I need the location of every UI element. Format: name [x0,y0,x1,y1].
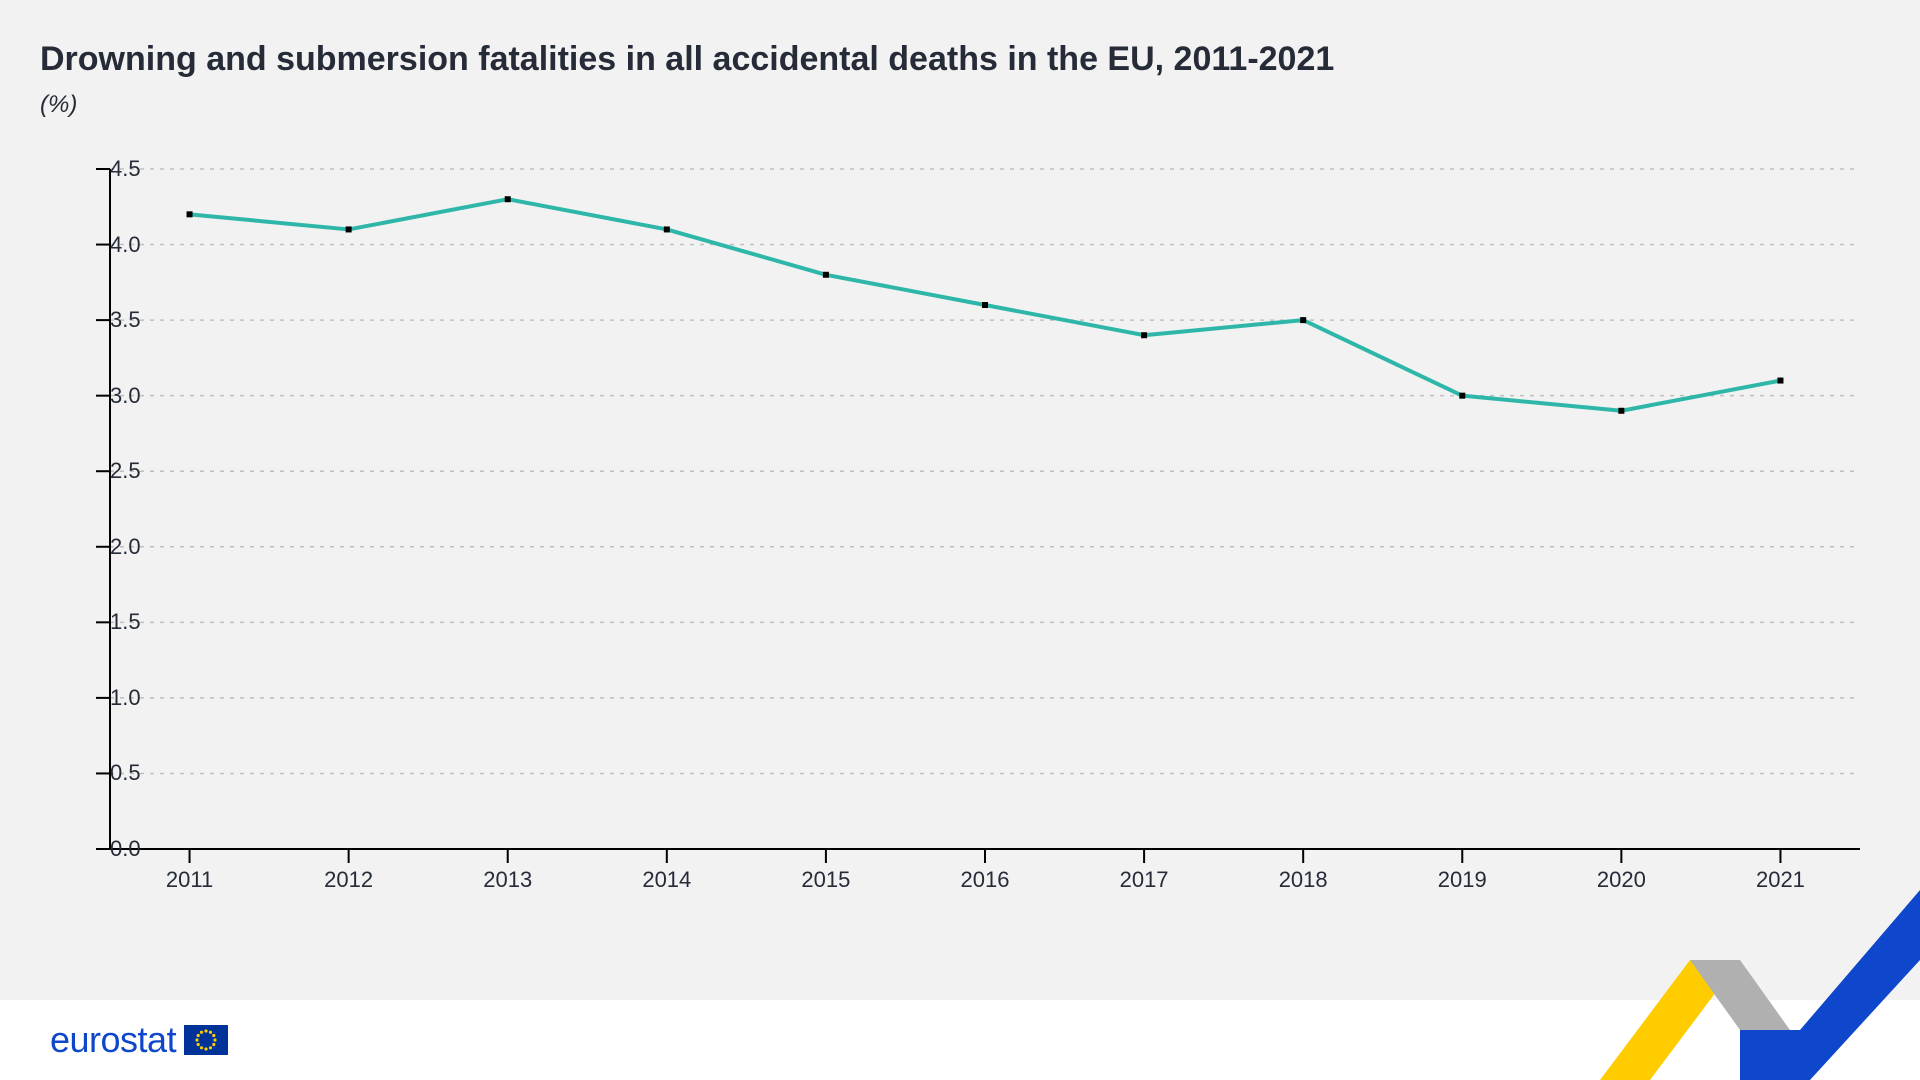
flag-star [204,1047,207,1050]
y-axis-tick-label: 4.0 [110,232,120,258]
x-axis-tick-label: 2014 [642,849,691,893]
flag-star [195,1038,198,1041]
chart-subtitle: (%) [40,91,1880,119]
chart-title: Drowning and submersion fatalities in al… [40,40,1880,79]
x-axis-tick-label: 2017 [1120,849,1169,893]
data-marker [505,196,511,202]
x-axis-tick-label: 2013 [483,849,532,893]
chart-container: Drowning and submersion fatalities in al… [40,40,1880,970]
y-axis-tick-label: 3.0 [110,383,120,409]
data-marker [187,211,193,217]
y-axis-tick-label: 2.0 [110,534,120,560]
flag-star [212,1043,215,1046]
flag-star [212,1034,215,1037]
y-axis-tick-label: 1.0 [110,685,120,711]
y-axis-tick-label: 1.5 [110,609,120,635]
x-axis-tick-label: 2018 [1279,849,1328,893]
plot-area: 0.00.51.01.52.02.53.03.54.04.52011201220… [40,159,1880,879]
y-axis-tick-label: 3.5 [110,307,120,333]
data-marker [664,226,670,232]
data-marker [823,272,829,278]
x-axis-tick-label: 2015 [801,849,850,893]
x-axis-tick-label: 2012 [324,849,373,893]
x-axis-tick-label: 2016 [961,849,1010,893]
eurostat-logo-text: eurostat [50,1019,176,1061]
y-axis-tick-label: 4.5 [110,156,120,182]
eu-flag-icon [184,1025,228,1055]
data-marker [982,302,988,308]
data-marker [346,226,352,232]
flag-star [209,1031,212,1034]
flag-star [209,1046,212,1049]
flag-star [204,1029,207,1032]
y-axis-tick-label: 0.5 [110,760,120,786]
flag-star [213,1038,216,1041]
line-chart-svg [40,159,1880,879]
x-axis-tick-label: 2020 [1597,849,1646,893]
x-axis-tick-label: 2019 [1438,849,1487,893]
data-marker [1777,378,1783,384]
footer-bar: eurostat [0,1000,1920,1080]
data-marker [1618,408,1624,414]
y-axis-tick-label: 2.5 [110,458,120,484]
flag-star [200,1031,203,1034]
x-axis-tick-label: 2011 [166,849,213,893]
x-axis-tick-label: 2021 [1756,849,1805,893]
data-marker [1300,317,1306,323]
data-marker [1459,393,1465,399]
data-marker [1141,332,1147,338]
flag-star [200,1046,203,1049]
flag-star [197,1034,200,1037]
flag-star [197,1043,200,1046]
eurostat-logo: eurostat [50,1019,228,1061]
y-axis-tick-label: 0.0 [110,836,120,862]
